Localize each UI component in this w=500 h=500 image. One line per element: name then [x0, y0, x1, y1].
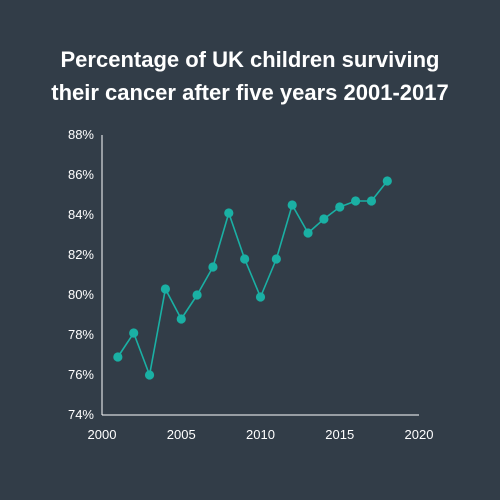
data-point	[335, 202, 345, 212]
data-point	[113, 352, 123, 362]
y-tick-label: 88%	[68, 127, 94, 142]
data-point	[144, 370, 155, 380]
data-point	[192, 290, 202, 300]
data-point	[319, 214, 329, 224]
x-tick-label: 2005	[167, 427, 196, 442]
x-tick-label: 2000	[88, 427, 117, 442]
data-point	[366, 196, 377, 206]
y-tick-label: 86%	[68, 167, 94, 182]
y-tick-label: 78%	[68, 327, 94, 342]
data-point	[287, 200, 297, 210]
series-line	[117, 180, 388, 376]
data-point	[224, 208, 234, 218]
y-tick-label: 84%	[68, 207, 94, 222]
data-point	[303, 228, 313, 238]
data-point	[271, 254, 281, 264]
y-tick-label: 76%	[68, 367, 94, 382]
y-tick-label: 82%	[68, 247, 94, 262]
data-point	[255, 292, 266, 302]
data-point	[176, 314, 186, 324]
data-point	[208, 262, 218, 272]
x-tick-label: 2020	[405, 427, 434, 442]
data-point	[129, 328, 139, 338]
chart-title-line-2: their cancer after five years 2001-2017	[51, 80, 449, 105]
data-point	[160, 284, 170, 294]
x-tick-label: 2010	[246, 427, 275, 442]
data-point	[382, 176, 392, 186]
y-tick-label: 80%	[68, 287, 94, 302]
data-point	[351, 196, 361, 206]
data-point	[240, 254, 250, 264]
y-tick-label: 74%	[68, 407, 94, 422]
chart-title-line-1: Percentage of UK children surviving	[60, 47, 440, 72]
x-tick-label: 2015	[325, 427, 354, 442]
